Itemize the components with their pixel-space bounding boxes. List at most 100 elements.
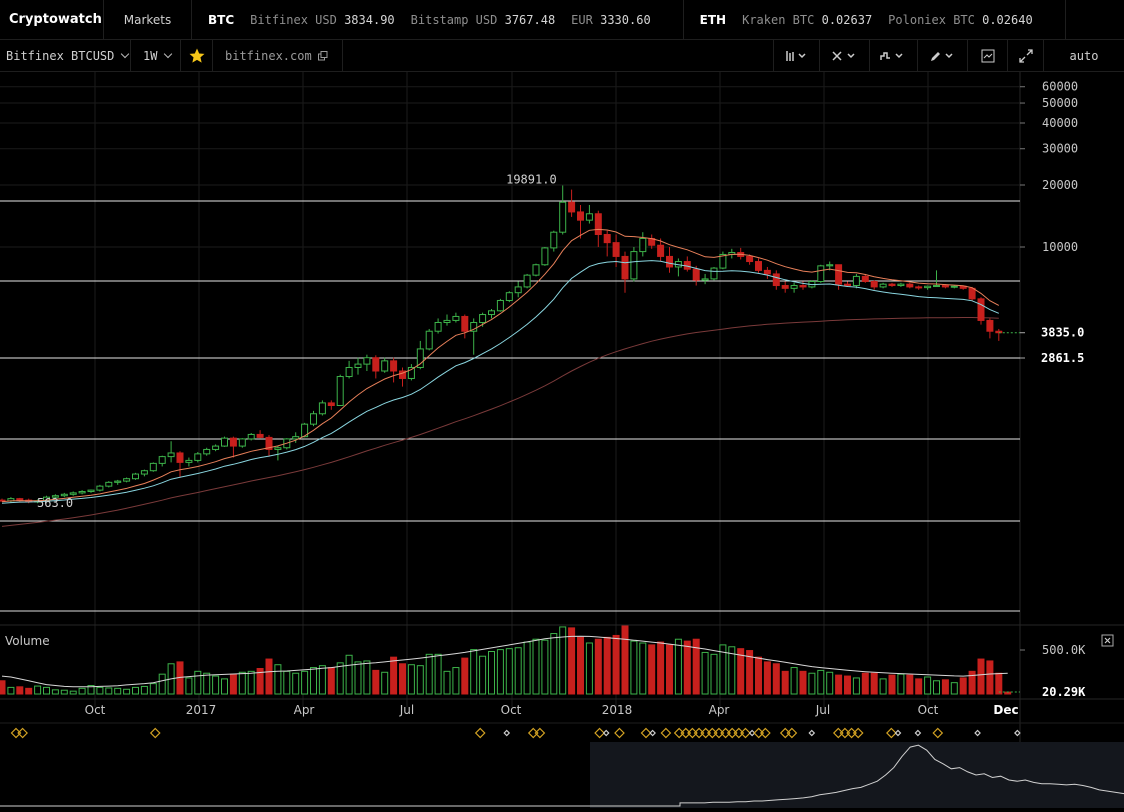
candle[interactable] [986,318,994,339]
candle[interactable] [345,360,353,379]
candle[interactable] [915,285,923,290]
exchange-link[interactable]: bitfinex.com [213,39,343,72]
candle[interactable] [140,469,148,477]
candle[interactable] [879,282,887,289]
candle[interactable] [318,400,326,416]
event-marker[interactable] [687,727,698,739]
candle[interactable] [7,497,15,503]
candle[interactable] [603,230,611,257]
candle[interactable] [781,281,789,293]
candle[interactable] [817,264,825,283]
fullscreen-button[interactable] [1007,40,1043,72]
favorite-button[interactable] [181,39,213,72]
candle[interactable] [897,282,905,287]
candle[interactable] [247,433,255,441]
candle[interactable] [683,256,691,272]
event-marker[interactable] [786,727,798,739]
candle[interactable] [301,422,309,438]
candle[interactable] [381,357,389,373]
candle[interactable] [327,400,335,410]
candle[interactable] [514,281,522,298]
event-marker[interactable] [10,727,22,739]
candle[interactable] [78,490,86,495]
candle[interactable] [523,273,531,289]
price-chart[interactable]: 19891.0 563.0 10000 20000 30000 40000 50000 60… [0,72,1124,812]
event-marker[interactable] [649,729,656,737]
candle[interactable] [87,489,95,493]
candle[interactable] [194,452,202,463]
event-marker[interactable] [832,727,844,739]
candle[interactable] [710,266,718,281]
event-marker[interactable] [503,729,511,737]
candle[interactable] [790,282,798,293]
candle[interactable] [354,357,362,375]
candle[interactable] [505,291,513,303]
event-marker[interactable] [614,727,625,739]
candle[interactable] [185,457,193,467]
draw-button[interactable] [917,40,967,72]
candle[interactable] [772,270,780,290]
candle[interactable] [924,285,932,290]
ticker-asset[interactable]: ETH [699,12,727,27]
candle[interactable] [310,410,317,427]
candle[interactable] [630,247,638,282]
ticker-quote[interactable]: Poloniex BTC 0.02640 [888,12,1033,27]
event-marker[interactable] [693,727,705,739]
candle[interactable] [852,273,860,289]
period-selector[interactable]: 1W [131,39,181,72]
candle[interactable] [746,254,754,265]
candle[interactable] [763,266,771,279]
candle[interactable] [203,447,211,456]
candle[interactable] [132,472,139,480]
candle[interactable] [728,248,736,259]
candle[interactable] [541,247,549,266]
candle[interactable] [559,185,567,235]
candle[interactable] [51,494,59,499]
brand-logo[interactable]: Cryptowatch [0,0,104,40]
event-marker[interactable] [673,727,685,739]
event-marker[interactable] [839,727,851,739]
candle[interactable] [496,298,504,312]
event-marker[interactable] [852,727,864,739]
overview-navigator[interactable] [0,742,1124,812]
event-marker[interactable] [846,727,857,739]
candle[interactable] [96,484,104,492]
ticker-quote[interactable]: Bitfinex USD 3834.90 [250,12,395,27]
candle[interactable] [443,314,451,326]
candle[interactable] [755,258,762,273]
candle[interactable] [568,189,576,217]
candle[interactable] [149,462,157,472]
candle[interactable] [719,251,727,270]
event-marker[interactable] [527,727,539,739]
event-marker[interactable] [534,727,546,739]
candle[interactable] [0,498,6,502]
event-marker[interactable] [753,727,765,739]
candle[interactable] [425,328,433,351]
event-marker[interactable] [17,727,28,739]
overview-window[interactable] [590,742,1124,808]
candle[interactable] [158,455,166,467]
candle[interactable] [799,281,807,290]
candle[interactable] [594,210,602,247]
candle[interactable] [692,265,700,286]
candle[interactable] [461,314,469,339]
event-marker[interactable] [660,727,672,739]
event-marker[interactable] [760,727,771,739]
event-marker[interactable] [808,729,816,737]
close-pane-button[interactable] [1101,634,1114,647]
candle[interactable] [123,477,131,483]
event-marker[interactable] [914,729,922,737]
candle[interactable] [585,204,593,224]
crosshair-button[interactable] [819,40,869,72]
event-marker[interactable] [894,729,902,737]
candle[interactable] [452,312,460,323]
candle[interactable] [906,282,914,289]
candle[interactable] [870,280,878,290]
candle[interactable] [861,273,869,283]
candle[interactable] [666,247,673,273]
candle[interactable] [336,374,344,407]
event-marker[interactable] [149,727,161,739]
markets-menu[interactable]: Markets [104,0,192,40]
candle[interactable] [292,432,300,443]
candle[interactable] [167,441,175,463]
